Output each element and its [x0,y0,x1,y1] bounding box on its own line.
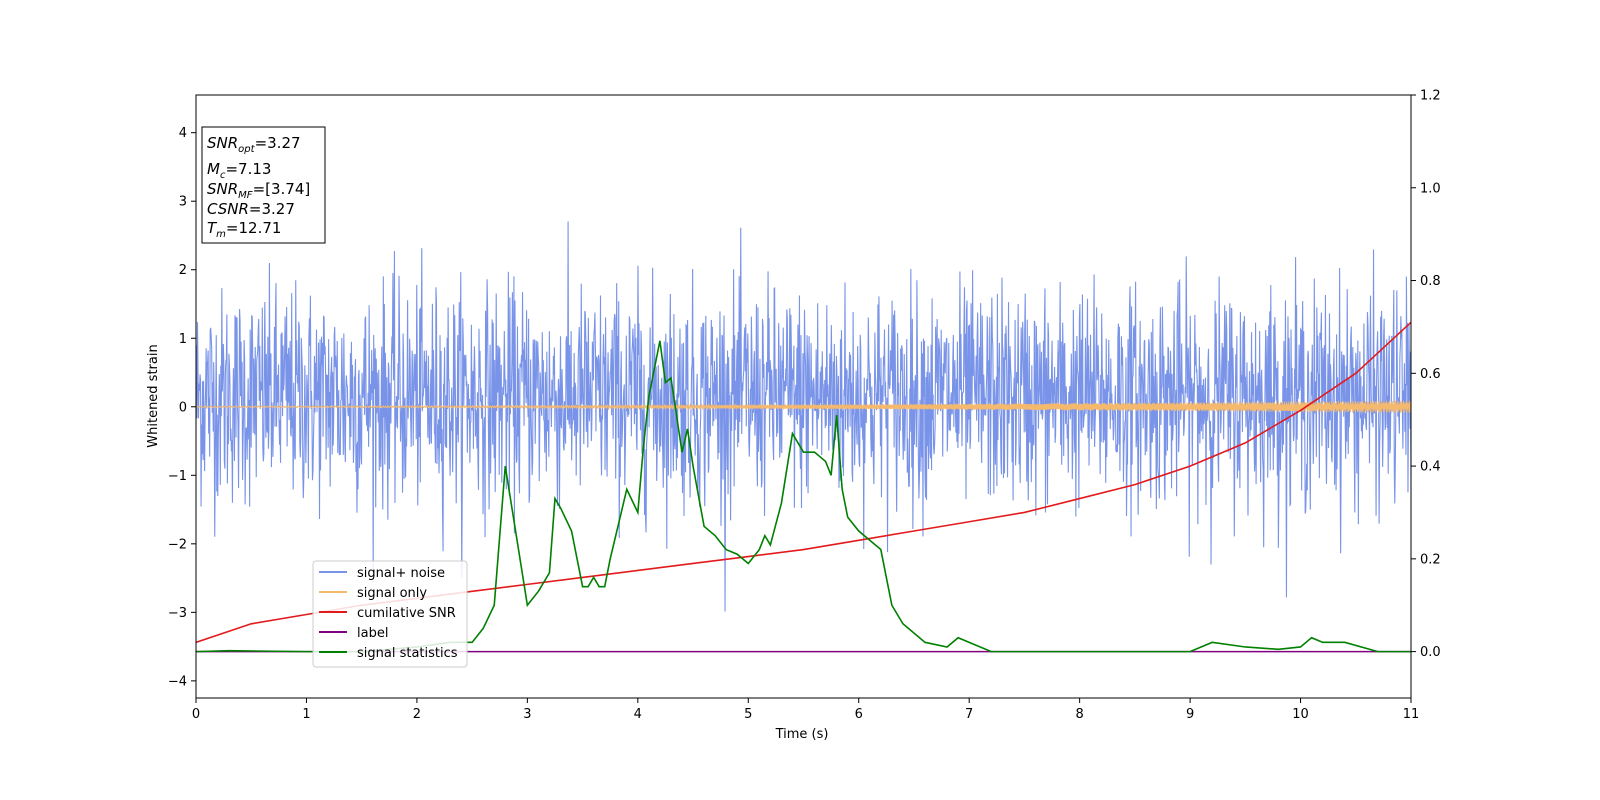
x-tick-label: 11 [1403,707,1420,722]
legend-label-cumilative-snr: cumilative SNR [357,606,456,621]
y-axis-left-ticks: −4 −3 −2 −1 0 1 2 3 4 [168,126,196,689]
x-tick-label: 8 [1075,707,1083,722]
x-axis-label: Time (s) [775,727,829,742]
x-tick-label: 10 [1292,707,1309,722]
x-axis-ticks: 0 1 2 3 4 5 6 7 8 9 10 11 [192,698,1419,722]
y-right-tick-label: 0.8 [1420,274,1441,289]
info-line-tm: Tm=12.71 [207,219,281,240]
legend: signal+ noise signal only cumilative SNR… [312,560,468,668]
info-line-snr-opt: SNRopt=3.27 [207,134,301,155]
y-left-tick-label: −4 [168,674,187,689]
series-signal-plus-noise-line [196,221,1411,612]
x-tick-label: 1 [302,707,310,722]
info-box-frame [201,126,326,244]
y-right-tick-label: 0.6 [1420,367,1441,382]
y-right-tick-label: 1.0 [1420,181,1441,196]
y-left-tick-label: 4 [179,126,187,141]
legend-frame [312,560,468,668]
y-left-tick-label: −1 [168,469,187,484]
info-line-csnr: CSNR=3.27 [207,200,295,218]
y-right-tick-label: 0.0 [1420,645,1441,660]
x-tick-label: 2 [413,707,421,722]
y-left-tick-label: 2 [179,263,187,278]
info-line-snr-mf: SNRMF=[3.74] [207,180,310,201]
legend-label-signal-plus-noise: signal+ noise [357,566,445,581]
y-right-tick-label: 0.2 [1420,552,1441,567]
y-axis-label: Whitened strain [146,344,161,447]
x-tick-label: 9 [1186,707,1194,722]
x-tick-label: 0 [192,707,200,722]
y-right-tick-label: 1.2 [1420,89,1441,104]
series-signal-only-line [196,400,1411,413]
plot-frame [195,94,1412,699]
x-tick-label: 5 [744,707,752,722]
x-tick-label: 7 [965,707,973,722]
y-left-tick-label: −2 [168,537,187,552]
x-tick-label: 4 [634,707,642,722]
series-signal-statistics-line [196,340,1411,653]
info-line-mc: Mc=7.13 [207,160,271,181]
legend-label-signal-only: signal only [357,586,427,601]
y-left-tick-label: 0 [179,400,187,415]
x-tick-label: 3 [523,707,531,722]
y-left-tick-label: 3 [179,195,187,210]
info-box: SNRopt=3.27 Mc=7.13 SNRMF=[3.74] CSNR=3.… [201,126,326,244]
x-tick-label: 6 [855,707,863,722]
y-axis-right-ticks: 0.0 0.2 0.4 0.6 0.8 1.0 1.2 [1411,89,1441,660]
y-left-tick-label: −3 [168,606,187,621]
y-right-tick-label: 0.4 [1420,460,1441,475]
legend-label-signal-statistics: signal statistics [357,646,458,661]
y-left-tick-label: 1 [179,332,187,347]
legend-label-label: label [357,626,388,641]
